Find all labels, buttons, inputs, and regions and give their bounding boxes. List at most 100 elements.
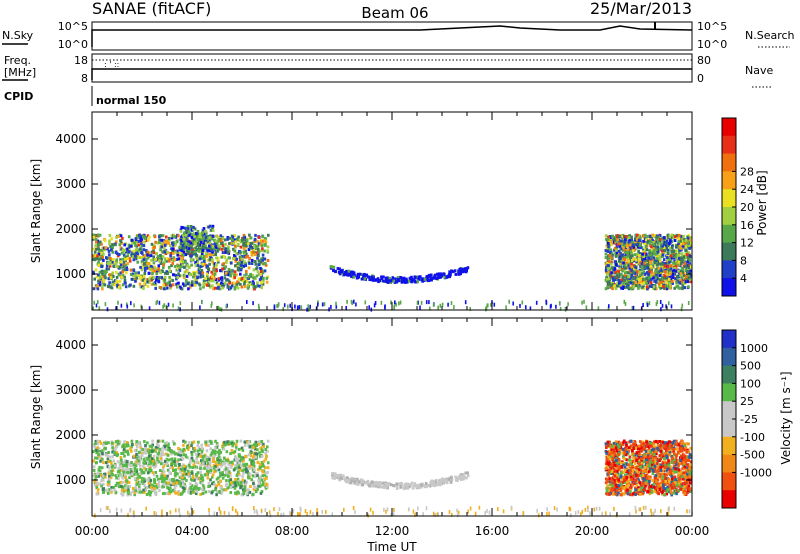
data-cell xyxy=(643,233,647,237)
data-cell xyxy=(242,243,245,247)
data-cell xyxy=(636,253,639,257)
data-cell xyxy=(140,241,143,245)
data-cell xyxy=(661,236,665,240)
data-cell xyxy=(209,478,212,482)
data-cell xyxy=(684,265,688,269)
data-cell xyxy=(149,461,153,465)
data-cell xyxy=(190,250,194,254)
data-cell xyxy=(681,267,684,271)
data-cell xyxy=(688,262,691,266)
data-cell xyxy=(645,277,649,281)
data-cell xyxy=(97,247,100,251)
data-cell xyxy=(642,270,645,274)
data-cell xyxy=(112,265,116,268)
data-cell xyxy=(169,286,172,290)
data-cell xyxy=(260,240,263,243)
data-cell xyxy=(624,301,627,306)
data-cell xyxy=(97,447,101,451)
data-cell xyxy=(210,466,213,470)
data-cell xyxy=(173,244,177,248)
data-cell xyxy=(244,262,247,266)
data-cell xyxy=(118,243,122,247)
data-cell xyxy=(137,239,140,243)
data-cell xyxy=(252,268,256,272)
data-cell xyxy=(223,267,226,270)
data-cell xyxy=(161,470,164,474)
data-cell xyxy=(158,488,161,492)
data-cell xyxy=(645,238,648,242)
data-cell xyxy=(328,307,330,312)
data-cell xyxy=(616,281,619,285)
freq-tick-low: 8 xyxy=(81,72,88,85)
data-cell xyxy=(92,235,95,239)
data-cell xyxy=(377,485,380,489)
data-cell xyxy=(233,285,237,289)
data-cell xyxy=(177,272,180,276)
data-cell xyxy=(125,268,129,271)
data-cell xyxy=(244,455,248,459)
data-cell xyxy=(646,235,649,238)
data-cell xyxy=(184,485,187,489)
data-cell xyxy=(276,304,278,308)
data-cell xyxy=(134,486,138,490)
data-cell xyxy=(187,241,191,245)
data-cell xyxy=(92,474,95,478)
data-cell xyxy=(655,287,658,291)
data-cell xyxy=(402,279,405,283)
data-cell xyxy=(425,300,428,305)
data-cell xyxy=(645,271,649,275)
data-cell xyxy=(256,284,260,288)
data-cell xyxy=(351,272,354,276)
data-cell xyxy=(687,251,690,255)
data-cell xyxy=(688,258,692,262)
data-cell xyxy=(450,478,454,482)
data-cell xyxy=(680,254,684,258)
data-cell xyxy=(243,485,247,489)
data-cell xyxy=(165,304,168,309)
data-cell xyxy=(201,231,204,235)
data-cell xyxy=(243,464,246,468)
data-cell xyxy=(229,241,233,245)
data-cell xyxy=(680,280,683,284)
data-cell xyxy=(667,277,671,281)
data-cell xyxy=(256,487,259,491)
data-cell xyxy=(673,268,676,272)
colorbar-swatch xyxy=(722,171,736,190)
data-cell xyxy=(123,445,127,449)
data-cell xyxy=(106,463,109,467)
data-cell xyxy=(661,303,664,308)
data-cell xyxy=(619,251,622,255)
data-cell xyxy=(181,482,185,486)
data-cell xyxy=(220,276,224,280)
data-cell xyxy=(204,229,207,233)
data-cell xyxy=(644,261,648,265)
data-cell xyxy=(620,244,624,248)
data-cell xyxy=(387,280,390,284)
data-cell xyxy=(215,265,218,269)
data-cell xyxy=(138,256,141,260)
data-cell xyxy=(229,485,233,489)
data-cell xyxy=(300,305,303,310)
data-cell xyxy=(101,246,105,250)
data-cell xyxy=(222,447,226,451)
data-cell xyxy=(642,281,646,285)
data-cell xyxy=(249,236,253,240)
data-cell xyxy=(175,491,179,495)
data-cell xyxy=(138,233,141,237)
data-cell xyxy=(253,253,257,257)
data-cell xyxy=(177,257,180,261)
data-cell xyxy=(162,283,165,287)
data-cell xyxy=(173,235,176,239)
data-cell xyxy=(141,278,145,282)
data-cell xyxy=(129,283,132,287)
data-cell xyxy=(158,238,161,242)
data-cell xyxy=(208,278,212,281)
data-cell xyxy=(109,276,113,280)
data-cell xyxy=(166,464,169,467)
data-cell xyxy=(168,280,171,284)
data-cell xyxy=(362,276,365,280)
data-cell xyxy=(622,257,625,260)
data-cell xyxy=(146,250,150,254)
data-cell xyxy=(231,256,235,260)
data-cell xyxy=(196,264,200,268)
